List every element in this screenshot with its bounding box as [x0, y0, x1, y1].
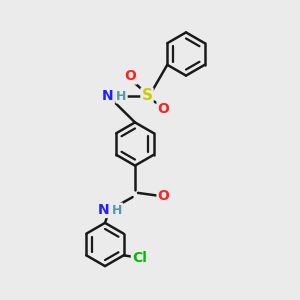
- Text: H: H: [112, 203, 122, 217]
- Text: O: O: [158, 190, 169, 203]
- Text: H: H: [116, 89, 127, 103]
- Text: N: N: [102, 89, 114, 103]
- Text: O: O: [158, 102, 169, 116]
- Text: Cl: Cl: [132, 251, 147, 265]
- Text: S: S: [142, 88, 152, 104]
- Text: O: O: [124, 70, 136, 83]
- Text: N: N: [98, 203, 109, 217]
